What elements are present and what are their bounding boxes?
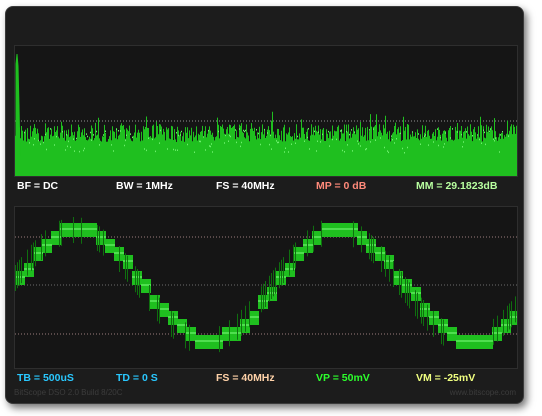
spectrum-plot [15,53,517,176]
mm-readout[interactable]: MM = 29.1823dB [416,180,498,192]
bw-readout[interactable]: BW = 1MHz [116,180,173,192]
fs-readout[interactable]: FS = 40MHz [216,372,275,384]
scope-status-bar: TB = 500uS TD = 0 S FS = 40MHz VP = 50mV… [14,372,516,388]
scope-plot [15,217,517,353]
spectrum-trace [15,111,517,156]
tb-readout[interactable]: TB = 500uS [17,372,74,384]
footer: BitScope DSO 2.0 Build 8/20C www.bitscop… [14,388,516,400]
scope-trace-body [15,223,517,349]
build-label: BitScope DSO 2.0 Build 8/20C [14,388,123,397]
mp-readout[interactable]: MP = 0 dB [316,180,367,192]
spectrum-status-bar: BF = DC BW = 1MHz FS = 40MHz MP = 0 dB M… [14,180,516,196]
scope-display[interactable] [14,206,518,369]
fs-readout[interactable]: FS = 40MHz [216,180,275,192]
spectrum-noise-floor [15,154,517,176]
scope-trace-jitter [15,217,516,353]
td-readout[interactable]: TD = 0 S [116,372,158,384]
website-label: www.bitscope.com [449,388,516,397]
spectrum-dc-peak [15,53,21,157]
bf-readout[interactable]: BF = DC [17,180,59,192]
vp-readout[interactable]: VP = 50mV [316,372,370,384]
vm-readout[interactable]: VM = -25mV [416,372,476,384]
spectrum-display[interactable] [14,45,518,177]
dso-window: BF = DC BW = 1MHz FS = 40MHz MP = 0 dB M… [5,6,524,404]
